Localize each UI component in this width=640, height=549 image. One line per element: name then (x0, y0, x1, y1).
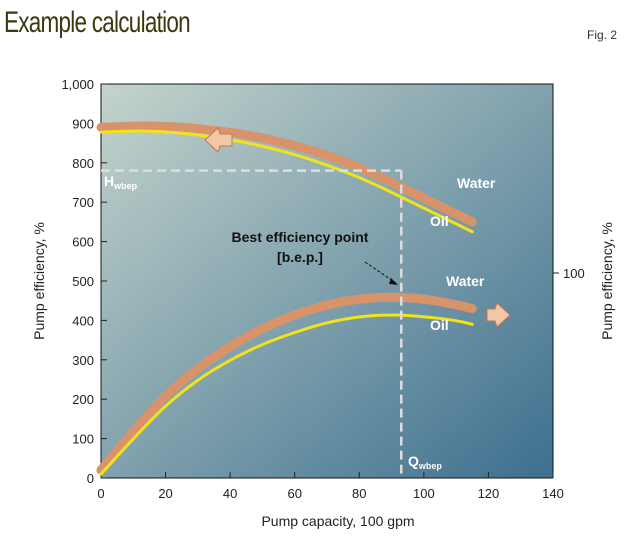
y-tick-label: 300 (72, 353, 94, 368)
y-tick-label: 900 (72, 116, 94, 131)
oil-curve-label: Oil (430, 317, 449, 333)
x-tick-label: 100 (413, 486, 435, 501)
x-tick-label: 60 (287, 486, 301, 501)
water-curve-label: Water (446, 273, 485, 289)
oil-curve-label: Oil (430, 213, 449, 229)
y-tick-label: 100 (72, 432, 94, 447)
y-tick-label: 200 (72, 392, 94, 407)
h-bep-subscript: wbep (113, 181, 138, 191)
x-tick-label: 40 (223, 486, 237, 501)
x-tick-label: 20 (158, 486, 172, 501)
x-axis-label: Pump capacity, 100 gpm (261, 513, 414, 529)
y-tick-label: 600 (72, 235, 94, 250)
q-bep-subscript: wbep (418, 461, 443, 471)
figure-label: Fig. 2 (587, 28, 618, 42)
right-arrow-icon (486, 302, 511, 328)
y-tick-label: 800 (72, 156, 94, 171)
y-axis-label: Pump efficiency, % (31, 222, 47, 340)
bep-label-sub: [b.e.p.] (277, 249, 323, 265)
water-head-curve (96, 121, 477, 227)
y-tick-label: 400 (72, 313, 94, 328)
x-tick-label: 120 (478, 486, 500, 501)
left-arrow-icon (204, 127, 233, 153)
x-tick-label: 80 (352, 486, 366, 501)
y-axis-label-right: Pump efficiency, % (599, 222, 615, 340)
y-tick-label: 700 (72, 195, 94, 210)
y-tick-label: 1,000 (61, 77, 94, 92)
x-tick-label: 0 (97, 486, 104, 501)
right-tick-label: 100 (563, 266, 585, 281)
y-tick-label: 0 (87, 471, 94, 486)
oil-head-curve (99, 129, 474, 234)
water-efficiency-curve (96, 292, 477, 475)
bep-arrowhead (389, 278, 398, 285)
oil-efficiency-curve (99, 313, 474, 476)
water-curve-label: Water (457, 175, 496, 191)
bep-label: Best efficiency point (232, 229, 369, 245)
x-tick-label: 140 (542, 486, 564, 501)
chart-title: Example calculation (4, 6, 191, 39)
y-tick-label: 500 (72, 274, 94, 289)
plot-area (100, 83, 554, 479)
